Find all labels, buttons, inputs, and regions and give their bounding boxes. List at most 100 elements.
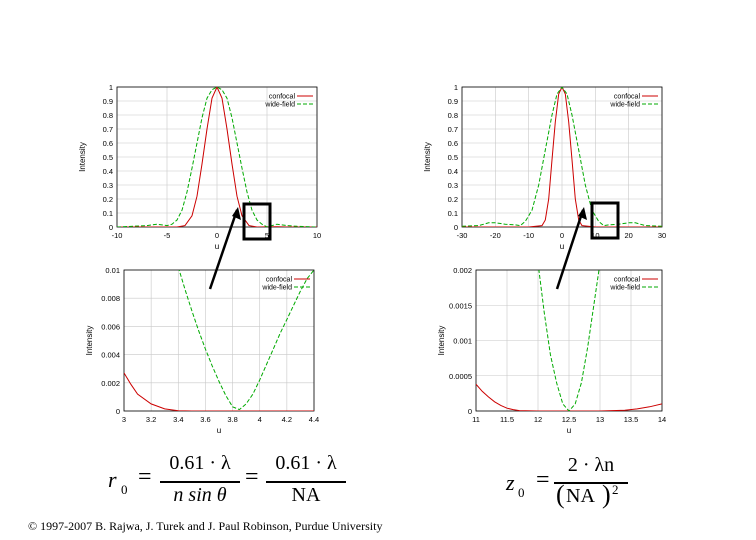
- x-tick-label: 12.5: [562, 415, 577, 424]
- formula-right-equals: =: [536, 467, 550, 493]
- x-tick-label: 3.8: [227, 415, 237, 424]
- legend-label-wide-field: wide-field: [264, 102, 295, 109]
- y-tick-label: 0.002: [101, 379, 120, 388]
- y-tick-label: 0.7: [448, 125, 458, 134]
- zoom-arrow-left: [208, 209, 239, 290]
- y-tick-label: 0.0015: [449, 301, 472, 310]
- formula-resolution-axial: z 0 = 2 · λn ( NA ) 2: [506, 452, 636, 512]
- series-line-confocal: [476, 383, 662, 411]
- x-tick-label: 11: [472, 415, 480, 424]
- x-tick-label: 5: [265, 231, 269, 240]
- y-tick-label: 0.002: [453, 266, 472, 275]
- x-axis-label: u: [567, 426, 571, 435]
- x-tick-label: 30: [658, 231, 666, 240]
- y-tick-label: 0.2: [448, 195, 458, 204]
- y-tick-label: 0: [116, 407, 120, 416]
- y-tick-label: 0.4: [103, 167, 113, 176]
- formula-left-bar2: [266, 481, 346, 483]
- y-tick-label: 0.9: [103, 97, 113, 106]
- y-tick-label: 0.6: [448, 139, 458, 148]
- formula-left-num1: 0.61 · λ: [169, 452, 231, 474]
- y-tick-label: 0.2: [103, 195, 113, 204]
- zoom-box-right: [590, 201, 620, 240]
- y-tick-label: 1: [109, 83, 113, 92]
- formula-right-den-paren-close: ): [602, 480, 611, 509]
- chart-tl: -10 -5 0 5 10 0 0.1 0.2 0.3 0.4 0.5 0.6 0.7 0.8 0.9 1 co…: [78, 83, 321, 251]
- x-tick-label: 4.4: [309, 415, 319, 424]
- x-tick-label: 3.2: [146, 415, 156, 424]
- y-tick-label: 0.5: [448, 153, 458, 162]
- x-tick-label: 3.4: [173, 415, 183, 424]
- y-tick-label: 0: [454, 223, 458, 232]
- y-tick-label: 0: [109, 223, 113, 232]
- x-tick-label: -5: [164, 231, 171, 240]
- legend-label-confocal: confocal: [614, 94, 641, 101]
- series-line-wide-field: [538, 270, 600, 411]
- legend-label-confocal: confocal: [266, 277, 293, 284]
- y-axis-label: Intensity: [423, 142, 432, 172]
- formula-right-den-sup: 2: [612, 482, 619, 497]
- legend-label-wide-field: wide-field: [609, 102, 640, 109]
- y-axis-label: Intensity: [85, 326, 94, 356]
- y-tick-label: 0.7: [103, 125, 113, 134]
- y-axis-label: Intensity: [78, 142, 87, 172]
- x-tick-label: 3: [122, 415, 126, 424]
- formula-left-den1: n sin θ: [173, 484, 227, 506]
- formula-right-den-paren-open: (: [556, 480, 565, 509]
- y-tick-label: 0.1: [448, 209, 458, 218]
- series-line-wide-field: [178, 270, 314, 411]
- y-tick-label: 0.006: [101, 322, 120, 331]
- zoom-annotations: [208, 201, 620, 290]
- formula-right-lhs: z: [506, 470, 515, 495]
- x-tick-label: -30: [457, 231, 468, 240]
- x-tick-label: 13: [596, 415, 604, 424]
- formula-right-num: 2 · λn: [567, 454, 615, 476]
- formula-right-den: NA: [566, 485, 595, 507]
- x-tick-label: 0: [215, 231, 219, 240]
- y-tick-label: 0.8: [448, 111, 458, 120]
- formula-resolution-lateral: r 0 = 0.61 · λ n sin θ = 0.61 · λ NA: [108, 452, 346, 512]
- zoom-arrow-right: [555, 209, 585, 290]
- legend-label-wide-field: wide-field: [609, 285, 640, 292]
- formula-left-equals-2: =: [245, 464, 259, 490]
- legend-label-confocal: confocal: [614, 277, 641, 284]
- series-line-wide-field: [117, 87, 317, 227]
- y-tick-label: 0.008: [101, 294, 120, 303]
- x-tick-label: 0: [560, 231, 564, 240]
- x-tick-label: -10: [523, 231, 534, 240]
- x-tick-label: 20: [624, 231, 632, 240]
- x-tick-label: 4.2: [282, 415, 292, 424]
- formula-left-equals-1: =: [138, 464, 152, 490]
- y-tick-label: 0.001: [453, 337, 472, 346]
- formula-left-den2: NA: [291, 484, 321, 506]
- x-tick-label: -10: [112, 231, 123, 240]
- zoom-box-left: [242, 202, 272, 241]
- x-tick-label: 3.6: [200, 415, 210, 424]
- legend-label-confocal: confocal: [269, 94, 296, 101]
- y-tick-label: 0.01: [105, 266, 120, 275]
- y-tick-label: 0: [468, 407, 472, 416]
- formula-left-bar1: [160, 481, 240, 483]
- y-tick-label: 0.004: [101, 351, 120, 360]
- x-tick-label: 12: [534, 415, 542, 424]
- formula-right-bar: [554, 482, 628, 484]
- y-tick-label: 0.3: [448, 181, 458, 190]
- y-tick-label: 0.5: [103, 153, 113, 162]
- y-axis-label: Intensity: [437, 326, 446, 356]
- x-tick-label: 4: [258, 415, 262, 424]
- y-tick-label: 0.6: [103, 139, 113, 148]
- y-tick-label: 0.1: [103, 209, 113, 218]
- y-tick-label: 0.3: [103, 181, 113, 190]
- y-tick-label: 0.9: [448, 97, 458, 106]
- x-tick-label: 11.5: [500, 415, 514, 424]
- x-tick-label: 10: [591, 231, 599, 240]
- x-tick-label: 13.5: [624, 415, 639, 424]
- chart-br: 11 11.5 12 12.5 13 13.5 14 0 0.0005 0.001 0.0015 0.…: [437, 266, 666, 435]
- zoom-arrow-left-head: [232, 207, 241, 220]
- y-tick-label: 1: [454, 83, 458, 92]
- chart-tr: -30 -20 -10 0 10 20 30 0 0.1 0.2 0.3 0.4 0.5 0.6 0.7 0.…: [423, 83, 666, 251]
- x-tick-label: 10: [313, 231, 321, 240]
- copyright-footer: © 1997-2007 B. Rajwa, J. Turek and J. Pa…: [28, 519, 383, 533]
- x-axis-label: u: [215, 242, 219, 251]
